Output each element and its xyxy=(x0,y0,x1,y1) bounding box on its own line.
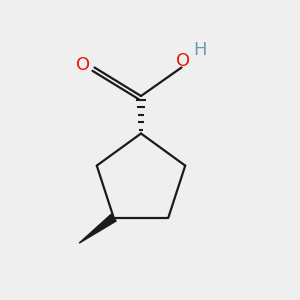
Text: O: O xyxy=(76,56,90,74)
Text: O: O xyxy=(176,52,190,70)
Polygon shape xyxy=(79,214,116,243)
Text: H: H xyxy=(194,41,207,59)
